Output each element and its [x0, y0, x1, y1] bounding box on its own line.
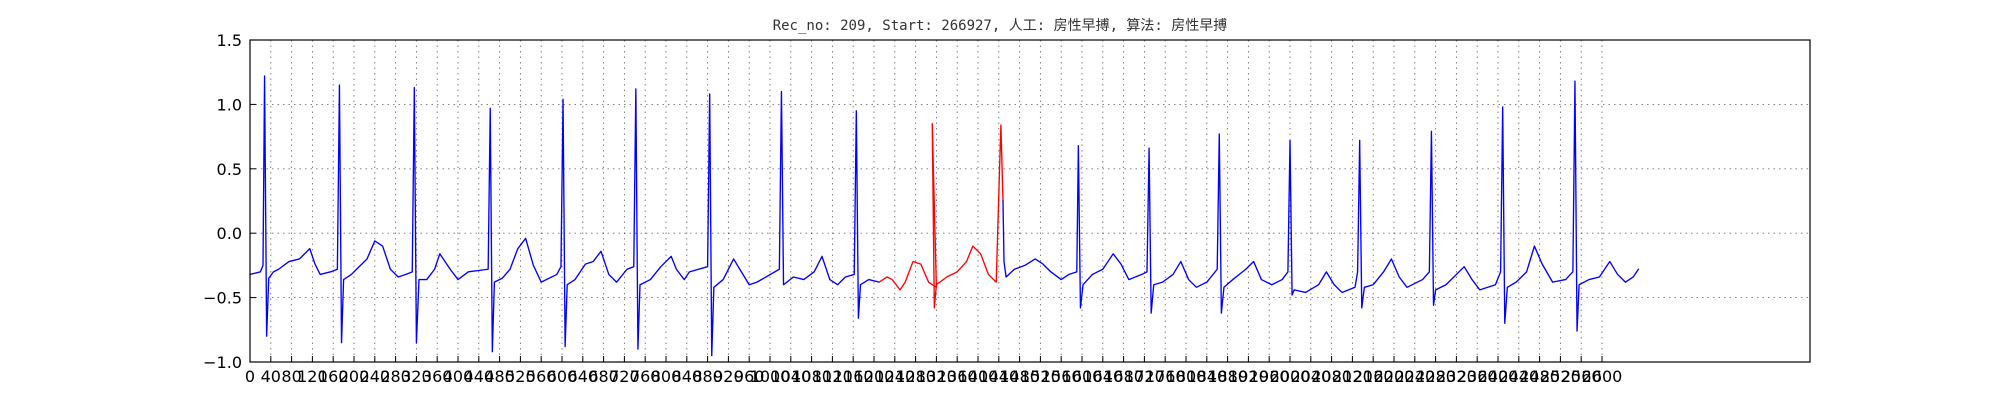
- x-tick-label: 1040: [770, 367, 811, 386]
- x-tick-label: 2360: [1457, 367, 1498, 386]
- x-tick-label: 800: [651, 367, 682, 386]
- x-tick-label: 2320: [1436, 367, 1477, 386]
- x-tick-label: 200: [339, 367, 370, 386]
- x-tick-label: 1920: [1228, 367, 1269, 386]
- x-tick-label: 1640: [1082, 367, 1123, 386]
- x-tick-label: 760: [630, 367, 661, 386]
- x-tick-label: 1840: [1186, 367, 1227, 386]
- x-tick-label: 2000: [1270, 367, 1311, 386]
- plot-frame: [249, 39, 1811, 363]
- x-tick-label: 680: [588, 367, 619, 386]
- x-tick-label: 1400: [958, 367, 999, 386]
- x-tick-label: 1520: [1020, 367, 1061, 386]
- x-tick-label: 0: [245, 367, 255, 386]
- x-tick-label: 2600: [1582, 367, 1623, 386]
- x-tick-label: 2160: [1353, 367, 1394, 386]
- x-tick-label: 560: [526, 367, 557, 386]
- x-tick-label: 2280: [1415, 367, 1456, 386]
- x-tick-label: 1680: [1103, 367, 1144, 386]
- series-line-0-segment-1: [1002, 80, 1640, 332]
- x-tick-label: 440: [464, 367, 495, 386]
- y-tick-label: 0.0: [217, 224, 242, 243]
- x-tick-label: 2240: [1394, 367, 1435, 386]
- y-tick-label: 1.0: [217, 95, 242, 114]
- x-tick-label: 360: [422, 367, 453, 386]
- x-tick-label: 1360: [937, 367, 978, 386]
- y-tick-label: 1.5: [217, 31, 242, 50]
- chart-title: Rec_no: 209, Start: 266927, 人工: 房性早搏, 算法…: [773, 17, 1228, 34]
- x-tick-label: 1200: [854, 367, 895, 386]
- x-tick-label: 2440: [1498, 367, 1539, 386]
- x-tick-label: 2480: [1519, 367, 1560, 386]
- x-tick-label: 2120: [1332, 367, 1373, 386]
- x-tick-label: 1080: [791, 367, 832, 386]
- x-tick-label: 520: [505, 367, 536, 386]
- x-tick-label: 1320: [916, 367, 957, 386]
- x-tick-label: 840: [672, 367, 703, 386]
- x-tick-label: 2560: [1561, 367, 1602, 386]
- x-tick-label: 920: [713, 367, 744, 386]
- x-tick-label: 1000: [750, 367, 791, 386]
- x-tick-label: 720: [609, 367, 640, 386]
- x-tick-label: 1960: [1249, 367, 1290, 386]
- x-tick-label: 80: [281, 367, 301, 386]
- x-tick-label: 1600: [1062, 367, 1103, 386]
- x-tick-label: 880: [692, 367, 723, 386]
- series-line-0-segment-0: [249, 75, 880, 357]
- x-tick-label: 640: [568, 367, 599, 386]
- x-tick-label: 2040: [1290, 367, 1331, 386]
- x-tick-label: 1120: [812, 367, 853, 386]
- x-tick-label: 600: [547, 367, 578, 386]
- x-tick-label: 1720: [1124, 367, 1165, 386]
- x-tick-label: 1560: [1041, 367, 1082, 386]
- x-tick-label: 1480: [999, 367, 1040, 386]
- x-tick-label: 1440: [978, 367, 1019, 386]
- x-tick-label: 2400: [1478, 367, 1519, 386]
- x-tick-label: 40: [261, 367, 281, 386]
- x-tick-label: 1280: [895, 367, 936, 386]
- x-tick-label: 1160: [833, 367, 874, 386]
- x-tick-label: 240: [360, 367, 391, 386]
- x-tick-label: 480: [484, 367, 515, 386]
- y-tick-label: 0.5: [217, 160, 242, 179]
- x-tick-label: 1880: [1207, 367, 1248, 386]
- y-tick-label: −1.0: [203, 353, 242, 372]
- y-axis-ticks: −1.0 −0.5 0.0 0.5 1.0 1.5: [203, 31, 256, 372]
- x-tick-label: 400: [443, 367, 474, 386]
- x-tick-label: 1760: [1145, 367, 1186, 386]
- x-tick-label: 960: [734, 367, 765, 386]
- x-tick-label: 320: [401, 367, 432, 386]
- y-tick-label: −0.5: [203, 289, 242, 308]
- x-tick-label: 2080: [1311, 367, 1352, 386]
- x-tick-label: 120: [297, 367, 328, 386]
- x-tick-label: 1800: [1166, 367, 1207, 386]
- x-tick-label: 1240: [874, 367, 915, 386]
- series-layer: [249, 75, 1640, 357]
- x-tick-label: 2520: [1540, 367, 1581, 386]
- x-axis-ticks: 0 40 8012016020024028032036040044048052056…: [245, 356, 1622, 386]
- series-line-1-segment-0: [878, 123, 1004, 309]
- x-tick-label: 160: [318, 367, 349, 386]
- x-tick-label: 2200: [1374, 367, 1415, 386]
- x-tick-label: 280: [380, 367, 411, 386]
